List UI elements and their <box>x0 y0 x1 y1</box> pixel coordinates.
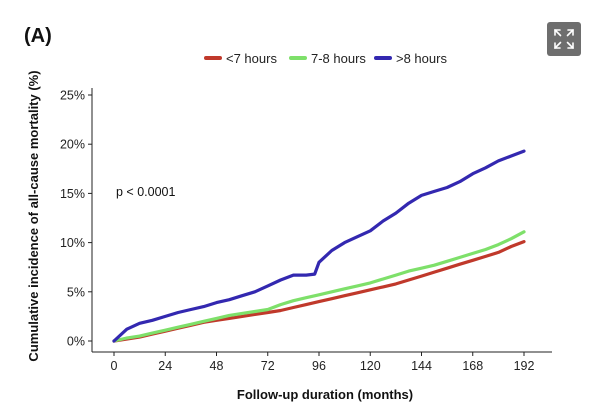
y-tick-label: 0% <box>67 335 85 349</box>
axes: 0% 5% 10% 15% 20% 25% 0 24 48 72 96 120 144 168 192 <box>60 88 552 373</box>
y-tick-label: 20% <box>60 138 85 152</box>
series-group <box>112 149 526 343</box>
series-line-7-8-hours <box>112 230 526 343</box>
legend-label: <7 hours <box>226 51 277 66</box>
y-axis-title: Cumulative incidence of all-cause mortal… <box>26 70 41 361</box>
legend-label: 7-8 hours <box>311 51 366 66</box>
legend-label: >8 hours <box>396 51 447 66</box>
series-line-8-hours <box>112 149 526 343</box>
y-tick-label: 25% <box>60 89 85 103</box>
x-axis-title: Follow-up duration (months) <box>237 387 413 402</box>
x-tick-label: 72 <box>261 359 275 373</box>
x-tick-label: 144 <box>411 359 432 373</box>
legend: <7 hours 7-8 hours >8 hours <box>204 51 447 66</box>
x-tick-label: 192 <box>514 359 535 373</box>
panel-label: (A) <box>24 25 52 47</box>
x-tick-label: 48 <box>210 359 224 373</box>
expand-button[interactable] <box>547 22 581 56</box>
x-tick-label: 96 <box>312 359 326 373</box>
y-tick-label: 15% <box>60 187 85 201</box>
x-tick-label: 0 <box>111 359 118 373</box>
x-tick-label: 120 <box>360 359 381 373</box>
x-tick-label: 168 <box>462 359 483 373</box>
x-tick-label: 24 <box>158 359 172 373</box>
expand-icon <box>554 29 574 49</box>
y-tick-label: 10% <box>60 236 85 250</box>
p-value-annotation: p < 0.0001 <box>116 185 175 199</box>
y-tick-label: 5% <box>67 285 85 299</box>
